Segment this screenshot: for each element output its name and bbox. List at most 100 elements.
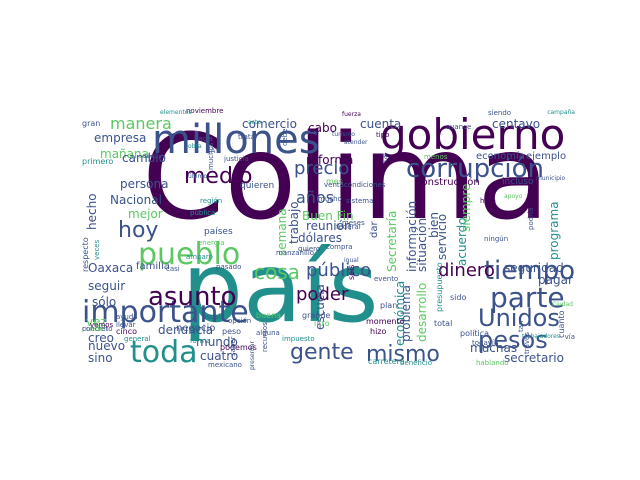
word-pasado: pasado xyxy=(216,263,242,271)
word-tan: tan xyxy=(517,320,525,332)
word-forma: forma xyxy=(190,337,211,345)
word-todavia: todavía xyxy=(472,339,499,347)
word-importante: importante xyxy=(82,295,249,330)
word-vez: vez xyxy=(86,315,107,329)
word-pueden: pueden xyxy=(82,325,109,333)
word-cuenta: cuenta xyxy=(360,117,402,131)
word-impuesto: impuesto xyxy=(282,335,315,343)
word-quiero: quiero xyxy=(298,245,321,253)
word-manana: mañana xyxy=(100,147,149,161)
word-recursos: recursos xyxy=(261,322,269,352)
word-unidos: Unidos xyxy=(478,304,560,332)
word-siendo: siendo xyxy=(488,109,512,117)
word-plan: plan xyxy=(380,301,398,310)
word-elementos: elementos xyxy=(160,109,192,116)
word-mes: mes xyxy=(326,177,343,186)
word-servicio: servicio xyxy=(435,213,449,260)
word-asunto: asunto xyxy=(148,282,237,312)
word-sector: sector xyxy=(144,153,163,160)
word-municipio: municipio xyxy=(536,175,566,182)
word-quieren: quieren xyxy=(240,181,275,191)
word-mucho: mucho xyxy=(318,195,342,203)
word-presupuesto: presupuesto xyxy=(435,262,444,312)
word-podemos: podemos xyxy=(220,343,257,352)
word-justicia: justicia xyxy=(224,155,249,163)
word-tal: tal xyxy=(381,153,389,162)
word-hizo: hizo xyxy=(370,327,387,336)
word-parte: parte xyxy=(490,281,565,314)
word-momento: momento xyxy=(366,317,405,326)
word-oaxaca: Oaxaca xyxy=(88,261,134,275)
word-muchas: muchas xyxy=(470,341,518,355)
word-turismo: turismo xyxy=(332,131,355,138)
word-meses: meses xyxy=(342,219,365,227)
word-secretaria: Secretaría xyxy=(385,210,399,272)
word-region: región xyxy=(200,197,223,205)
word-llevar: llevar xyxy=(116,321,136,329)
word-energia: energía xyxy=(198,239,225,247)
word-opcion: opción xyxy=(228,317,252,325)
word-pais: país xyxy=(182,232,379,344)
word-compra: compra xyxy=(326,243,353,251)
word-politica: política xyxy=(460,329,490,338)
word-cuanto: cuanto xyxy=(557,310,566,338)
word-reforma: reforma xyxy=(306,153,354,167)
word-problema: problema xyxy=(399,284,413,342)
word-precio: precio xyxy=(294,158,350,179)
word-sido: sido xyxy=(450,293,467,302)
word-solo: sólo xyxy=(92,295,117,309)
word-secretario: secretario xyxy=(504,351,564,365)
word-mejor: mejor xyxy=(128,207,163,221)
word-via: vía xyxy=(564,333,575,341)
word-beneficio: beneficio xyxy=(400,359,432,367)
word-atender: atender xyxy=(344,139,368,146)
word-mundo: mundo xyxy=(196,335,238,349)
word-fuerza: fuerza xyxy=(342,111,361,118)
word-cosa: cosa xyxy=(254,260,300,284)
word-anos: años xyxy=(296,188,335,207)
word-siempre: siempre xyxy=(459,183,473,232)
word-reunion: reunión xyxy=(306,219,352,233)
word-saber: saber xyxy=(229,336,237,356)
word-creo: creo xyxy=(88,331,114,345)
word-centavo: centavo xyxy=(492,117,541,131)
word-alguna: alguna xyxy=(256,329,280,337)
word-obra: obra xyxy=(188,143,202,150)
word-noviembre: noviembre xyxy=(186,107,224,115)
word-federal: federal xyxy=(336,223,361,231)
word-seis: seis xyxy=(347,264,356,280)
word-nacional: Nacional xyxy=(110,193,162,207)
word-evento: evento xyxy=(374,275,399,283)
word-mexicano: mexicano xyxy=(208,361,242,369)
word-total: total xyxy=(434,319,453,328)
word-ningun: ningún xyxy=(484,235,509,243)
word-respecto: respecto xyxy=(81,237,90,272)
word-denuncia: denuncia xyxy=(158,323,214,337)
word-seguir: seguir xyxy=(88,279,126,293)
word-ejemplo: ejemplo xyxy=(526,151,567,162)
word-menos: menos xyxy=(424,153,448,161)
word-empresa: empresa xyxy=(94,131,147,145)
word-carretera: carretera xyxy=(368,357,405,366)
word-ultimo: último xyxy=(188,173,208,180)
word-manzanillo: manzanillo xyxy=(276,249,315,257)
word-dar: dar xyxy=(369,221,380,238)
word-tipo: tipo xyxy=(376,131,390,139)
word-sat: SAT xyxy=(206,147,220,155)
word-hecho: hecho xyxy=(85,193,99,230)
word-hablando: hablando xyxy=(476,359,509,367)
word-veces: veces xyxy=(93,239,101,260)
word-gobierno: gobierno xyxy=(380,110,566,159)
word-poder: poder xyxy=(296,284,349,305)
word-negocio: negocio xyxy=(176,323,216,334)
word-pueblo: pueblo xyxy=(138,237,241,272)
word-apoyo: apoyo xyxy=(504,193,523,200)
word-pagar: pagar xyxy=(538,273,573,287)
word-manera: manera xyxy=(110,114,172,133)
word-podria: podría xyxy=(527,207,535,230)
word-casi: casi xyxy=(166,265,180,273)
word-hacia: hacia xyxy=(194,135,213,143)
word-cinco: cinco xyxy=(116,327,137,336)
word-grande: grande xyxy=(302,311,331,320)
word-economia: economía xyxy=(476,151,525,162)
